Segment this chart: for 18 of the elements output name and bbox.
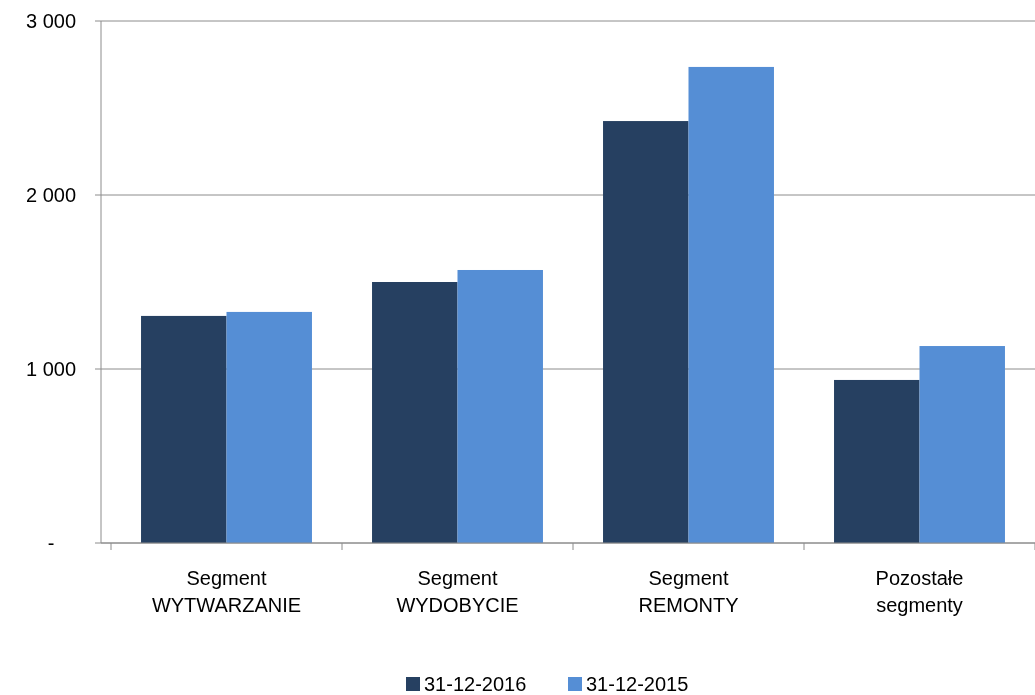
- bar: [834, 379, 920, 543]
- legend-label: 31-12-2015: [586, 673, 689, 695]
- bar: [603, 121, 689, 543]
- bar: [141, 315, 227, 543]
- y-tick-label: -: [47, 532, 55, 554]
- x-tick-label: Segment WYDOBYCIE: [396, 567, 519, 616]
- x-tick-label: Segment REMONTY: [638, 567, 739, 616]
- bar: [372, 282, 458, 543]
- legend-label: 31-12-2016: [424, 673, 527, 695]
- bar: [457, 269, 543, 543]
- x-tick-label: Pozostałe segmenty: [875, 567, 964, 616]
- bar: [919, 346, 1005, 543]
- y-tick-label: 1 000: [25, 358, 77, 380]
- y-tick-label: 2 000: [25, 184, 77, 206]
- y-tick-label: 3 000: [25, 10, 77, 32]
- bar: [688, 66, 774, 543]
- bar: [226, 311, 312, 543]
- x-tick-label: Segment WYTWARZANIE: [151, 567, 302, 616]
